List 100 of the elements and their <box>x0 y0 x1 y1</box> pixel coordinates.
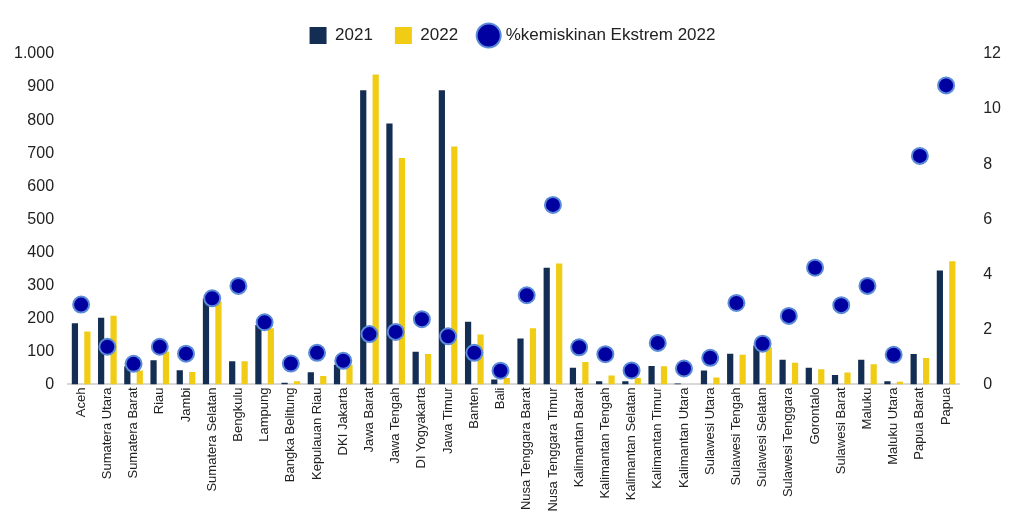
bar <box>150 360 157 385</box>
y2-tick-label: 2 <box>983 319 993 337</box>
point <box>727 293 746 312</box>
point <box>412 310 431 329</box>
point <box>491 361 510 380</box>
x-tick-label: Sumatera Utara <box>98 386 114 480</box>
bar <box>727 353 734 385</box>
x-tick-label: Sulawesi Selatan <box>754 387 770 488</box>
bar <box>189 371 196 385</box>
bar <box>398 158 406 385</box>
point <box>176 344 195 363</box>
bar <box>412 351 419 385</box>
point <box>832 296 851 315</box>
point <box>570 338 589 357</box>
y2-tick-label: 4 <box>983 264 993 282</box>
bar <box>936 270 943 385</box>
y2-tick-label: 6 <box>983 209 993 227</box>
bar <box>765 347 772 385</box>
point <box>255 313 274 332</box>
y-tick-label: 400 <box>27 242 55 260</box>
bar <box>307 372 314 385</box>
bar <box>556 263 563 385</box>
x-tick-label: Kalimantan Barat <box>570 387 586 488</box>
bar <box>241 361 248 385</box>
x-tick-label: Sulawesi Tengah <box>727 387 743 486</box>
point <box>884 345 903 364</box>
y-tick-label: 300 <box>27 275 55 293</box>
bar <box>360 90 367 385</box>
point <box>360 325 379 344</box>
y2-tick-label: 8 <box>983 154 993 172</box>
x-tick-label: Maluku <box>859 387 875 430</box>
point <box>308 343 327 362</box>
bar <box>136 370 143 385</box>
point <box>203 289 222 308</box>
x-tick-label: Nusa Tenggara Barat <box>518 387 534 511</box>
bar <box>582 362 589 385</box>
y2-tick-label: 12 <box>983 44 1002 62</box>
point <box>124 354 143 373</box>
x-tick-label: DI Yogyakarta <box>413 386 429 469</box>
bar <box>608 375 615 385</box>
x-tick-label: Jawa Timur <box>439 386 455 454</box>
bar <box>543 267 550 385</box>
bar <box>320 375 327 385</box>
x-tick-label: Lampung <box>256 387 272 442</box>
bar <box>215 301 222 385</box>
x-tick-label: Bangka Belitung <box>282 387 298 483</box>
bar <box>844 372 851 385</box>
bar <box>202 298 210 385</box>
bar <box>949 261 956 385</box>
bar <box>438 90 445 385</box>
bar <box>71 323 79 385</box>
bar <box>255 325 262 385</box>
x-tick-label: Kalimantan Tengah <box>596 387 612 499</box>
y-tick-label: 200 <box>27 308 55 326</box>
x-tick-label: Papua Barat <box>911 387 927 460</box>
point <box>858 276 877 295</box>
bar <box>267 328 274 385</box>
point <box>779 306 798 325</box>
point <box>753 334 772 353</box>
x-tick-label: Bali <box>492 387 508 410</box>
bar <box>818 369 825 385</box>
bar <box>739 354 746 385</box>
x-tick-label: Kepulauan Riau <box>308 387 324 481</box>
bar <box>779 359 786 385</box>
y-tick-label: 700 <box>27 143 55 161</box>
point <box>334 351 353 370</box>
bar <box>451 146 458 385</box>
y-tick-label: 600 <box>27 176 55 194</box>
point <box>622 361 641 380</box>
y2-tick-label: 0 <box>983 374 993 392</box>
bar <box>660 366 668 385</box>
bar <box>517 338 524 385</box>
y2-tick-label: 10 <box>983 99 1002 117</box>
bar <box>648 365 655 385</box>
bar <box>923 358 930 385</box>
bar <box>858 359 865 385</box>
x-tick-label: Riau <box>151 387 167 415</box>
x-tick-label: Jambi <box>177 387 193 423</box>
point <box>701 348 720 367</box>
x-tick-label: Sulawesi Tenggara <box>780 386 796 498</box>
bar <box>831 374 839 385</box>
legend-label: 2022 <box>420 25 459 45</box>
x-tick-label: Aceh <box>72 387 88 418</box>
point <box>596 345 615 364</box>
point <box>465 343 484 362</box>
legend-label: 2021 <box>335 25 373 45</box>
legend-label: %kemiskinan Ekstrem 2022 <box>505 25 716 45</box>
point <box>229 276 248 295</box>
bar <box>805 367 812 385</box>
x-tick-label: Papua <box>937 386 953 426</box>
y-tick-label: 500 <box>27 209 55 227</box>
x-tick-label: Maluku Utara <box>885 386 901 465</box>
point <box>386 322 405 341</box>
x-tick-label: Sulawesi Barat <box>832 387 848 475</box>
x-tick-label: Kalimantan Utara <box>675 386 691 488</box>
x-tick-label: Jawa Tengah <box>387 387 403 464</box>
bar <box>870 364 877 385</box>
x-tick-label: DKI Jakarta <box>334 386 350 456</box>
point <box>910 146 929 165</box>
bar <box>386 123 393 385</box>
